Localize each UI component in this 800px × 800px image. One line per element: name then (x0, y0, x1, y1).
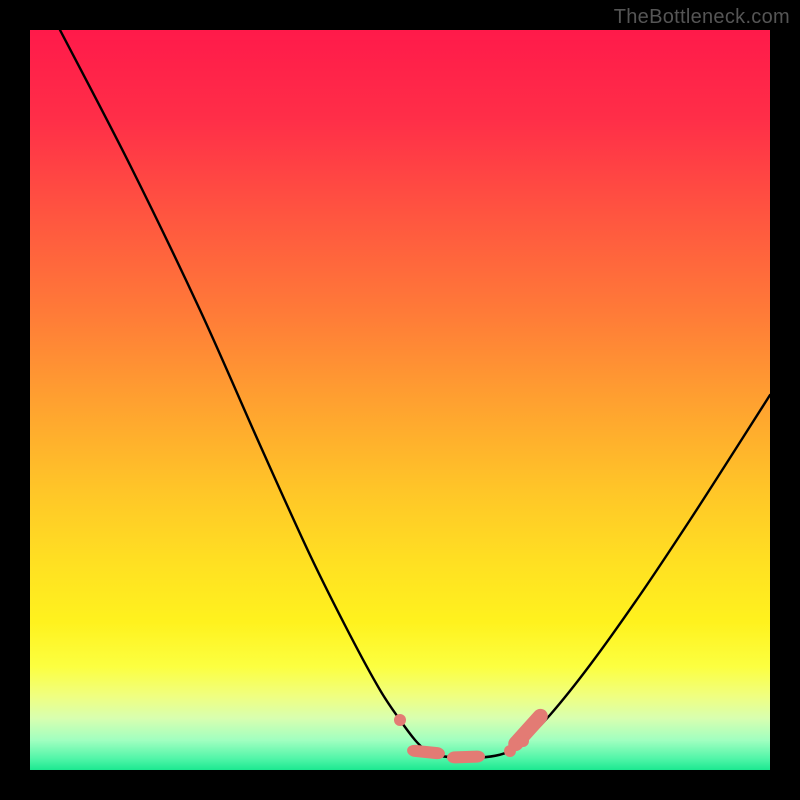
marker-dot (517, 735, 529, 747)
marker-group (394, 706, 551, 764)
marker-pill (505, 706, 551, 755)
chart-area (30, 30, 770, 770)
bottleneck-curve (60, 30, 770, 758)
watermark-text: TheBottleneck.com (614, 6, 790, 29)
curve-overlay (30, 30, 770, 770)
marker-pill (447, 750, 485, 763)
marker-pill (406, 744, 445, 760)
marker-dot (394, 714, 406, 726)
